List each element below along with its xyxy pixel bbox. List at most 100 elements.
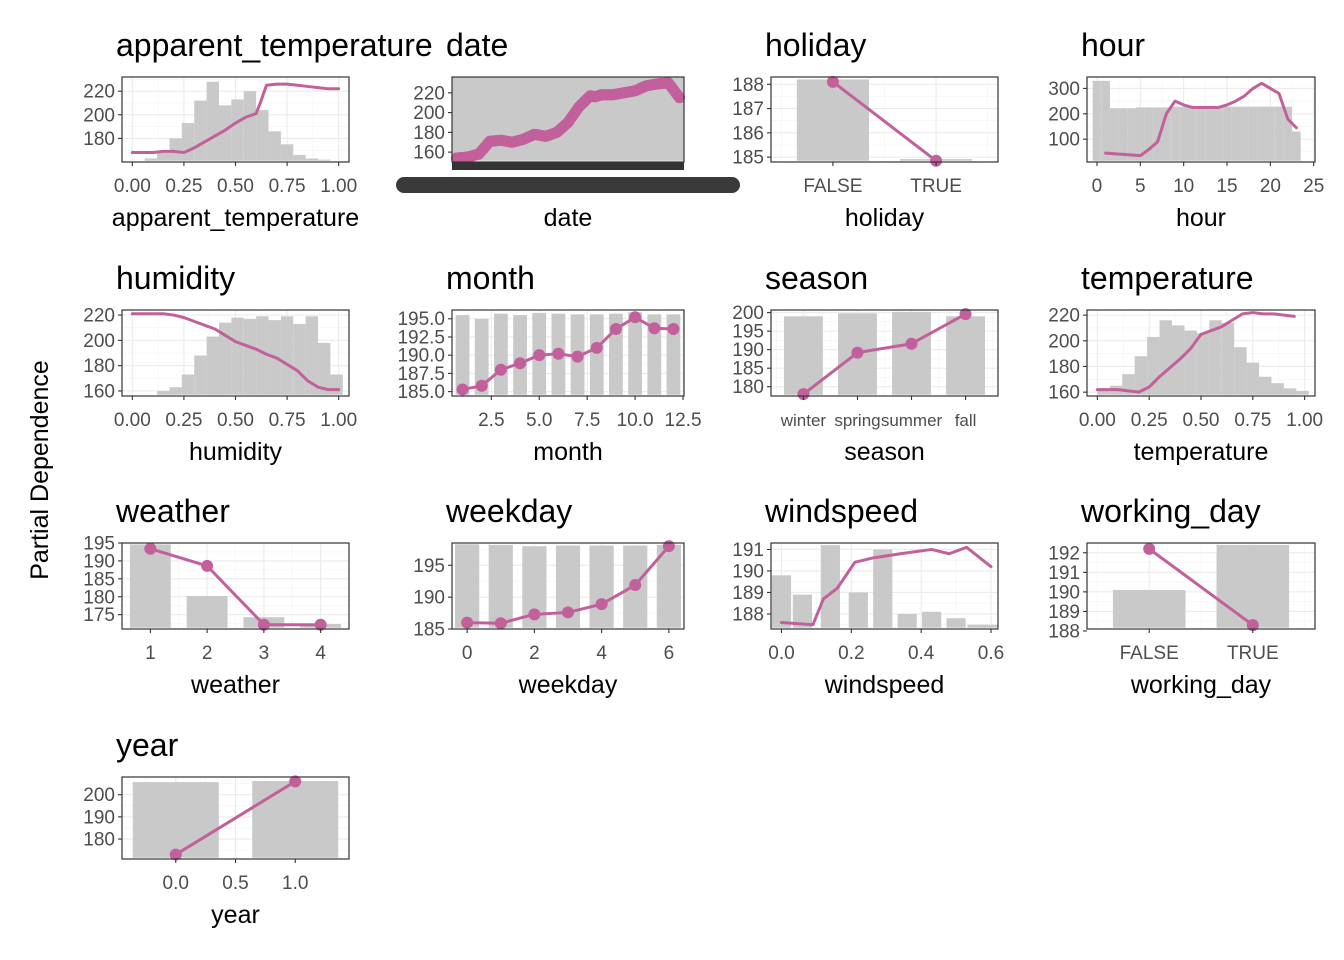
hist-bar <box>666 314 681 395</box>
distribution-bars <box>796 79 973 161</box>
pd-point <box>144 542 157 555</box>
hist-bar <box>1118 108 1128 161</box>
hist-bar <box>280 144 294 161</box>
overlapping-tick-marks <box>452 162 684 170</box>
panel-title: date <box>446 27 508 63</box>
x-axis-title: weekday <box>518 671 618 699</box>
hist-bar <box>256 110 269 161</box>
hist-bar <box>268 131 281 161</box>
x-tick-label: 0.75 <box>269 410 306 431</box>
panel-border <box>451 309 685 397</box>
y-tick-label: 200 <box>1048 331 1080 352</box>
pd-point <box>609 322 622 335</box>
x-tick-label: 1.0 <box>282 873 308 894</box>
pd-line <box>779 545 993 627</box>
y-tick-label: 187.5 <box>397 364 445 385</box>
x-tick-label: 10.0 <box>617 410 654 431</box>
x-tick-label: 0.25 <box>165 410 202 431</box>
hist-bar <box>231 99 244 161</box>
x-tick-label: 6 <box>664 643 675 664</box>
hist-bar <box>1101 80 1110 161</box>
x-axis-title: season <box>844 438 925 466</box>
hist-bar <box>1283 106 1293 161</box>
hist-bar <box>873 549 893 628</box>
hist-bar <box>1135 107 1145 161</box>
y-tick-label: 190 <box>83 807 115 828</box>
distribution-bars <box>1097 320 1309 395</box>
pd-point <box>662 540 675 553</box>
pd-point <box>629 311 642 324</box>
hist-bar <box>1097 389 1110 395</box>
y-tick-label: 186 <box>732 123 764 144</box>
pd-point <box>289 775 302 788</box>
x-tick-label: 0.25 <box>165 176 202 197</box>
x-axis-title: hour <box>1176 204 1226 232</box>
hist-bar <box>280 316 294 395</box>
panel-title: year <box>116 727 179 763</box>
hist-bar <box>792 594 813 628</box>
pd-point <box>590 341 603 354</box>
panel-hour: 100 200 300 0 5 10 15 20 25 hour hour <box>1048 27 1324 232</box>
pd-points <box>826 75 943 167</box>
panel-title: season <box>765 260 868 296</box>
pd-line <box>1095 311 1296 394</box>
hist-bar <box>1209 320 1222 395</box>
hist-bar <box>1222 106 1232 161</box>
hist-bar <box>256 316 269 395</box>
x-tick-label: FALSE <box>803 176 862 197</box>
distribution-bars <box>771 545 998 628</box>
y-tick-label: 191 <box>1048 563 1080 584</box>
hist-bar <box>628 312 643 395</box>
x-tick-label: 0.0 <box>768 643 794 664</box>
y-tick-label: 200 <box>83 785 115 806</box>
x-tick-label: 0.0 <box>163 873 189 894</box>
x-tick-label: fall <box>955 411 977 430</box>
hist-bar <box>771 575 792 628</box>
pd-line <box>1104 81 1298 158</box>
hist-bar <box>194 355 207 395</box>
y-tick-label: 185 <box>732 148 764 169</box>
hist-bar <box>892 311 931 395</box>
y-tick-label: 188 <box>732 75 764 96</box>
hist-bar <box>1159 320 1172 395</box>
pd-points <box>797 308 972 401</box>
y-tick-label: 160 <box>83 381 115 402</box>
hist-bar <box>981 624 998 628</box>
x-tick-label: 4 <box>315 643 326 664</box>
hist-bar <box>1214 106 1223 161</box>
y-tick-label: 191 <box>732 540 764 561</box>
y-tick-label: 200 <box>732 303 764 324</box>
pd-point <box>533 349 546 362</box>
y-tick-label: 180 <box>83 129 115 150</box>
y-tick-label: 180 <box>83 356 115 377</box>
panel-title: weather <box>115 493 230 529</box>
y-tick-label: 195 <box>83 534 115 555</box>
hist-bar <box>293 154 306 161</box>
y-tick-label: 190 <box>413 588 445 609</box>
y-tick-label: 187 <box>732 99 764 120</box>
distribution-bars <box>129 544 342 628</box>
panel-border <box>1086 76 1316 163</box>
hist-bar <box>293 323 306 395</box>
y-tick-label: 220 <box>1048 306 1080 327</box>
pd-point <box>667 322 680 335</box>
x-tick-label: 0.50 <box>1183 410 1220 431</box>
x-axis-title: windspeed <box>824 671 945 699</box>
hist-bar <box>243 318 257 395</box>
hist-bar <box>1234 347 1247 395</box>
pd-line <box>130 312 341 392</box>
x-axis-title: holiday <box>845 204 925 232</box>
hist-bar <box>848 592 868 628</box>
pd-point <box>629 579 642 592</box>
hist-bar <box>946 316 986 395</box>
distribution-bars <box>144 81 331 161</box>
hist-bar <box>1266 106 1275 161</box>
x-tick-label: 10 <box>1173 176 1194 197</box>
x-tick-label: 0.25 <box>1131 410 1168 431</box>
pd-point <box>959 308 972 321</box>
pd-line <box>1147 547 1255 627</box>
y-tick-label: 185 <box>83 569 115 590</box>
